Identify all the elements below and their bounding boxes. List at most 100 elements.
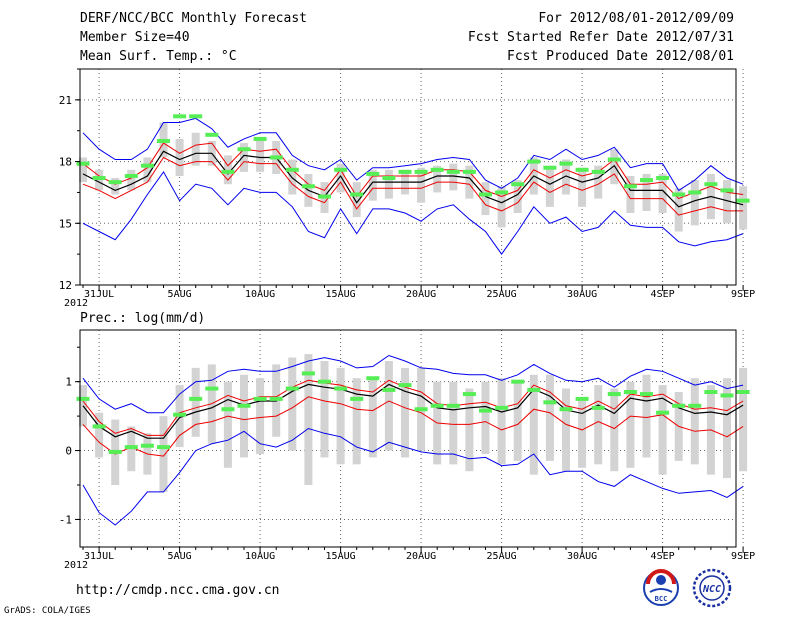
panel1-observation-marker — [527, 387, 541, 392]
panel0-observation-marker — [173, 114, 187, 119]
panel0-year-label: 2012 — [64, 298, 88, 309]
panel0-xtick-label: 5AUG — [168, 289, 192, 300]
panel1-spread-box — [497, 378, 506, 465]
bcc-logo-text: BCC — [655, 595, 668, 603]
panel1-xtick-label: 4SEP — [651, 551, 675, 562]
panel1-observation-marker — [623, 390, 637, 394]
panel0-xtick-label: 10AUG — [245, 289, 275, 300]
panel0-observation-marker — [414, 169, 428, 174]
panel0-spread-box — [449, 163, 458, 191]
panel1-observation-marker — [221, 407, 235, 412]
panel1-xtick-label: 31JUL — [84, 551, 114, 562]
panel1-observation-marker — [575, 396, 589, 401]
panel1-observation-marker — [366, 376, 380, 381]
panel1-observation-marker — [285, 386, 299, 391]
panel0-spread-box — [143, 157, 152, 183]
panel0-observation-marker — [366, 171, 380, 176]
panel1-observation-marker — [543, 400, 557, 405]
panel0-spread-box — [191, 132, 200, 166]
panel1-observation-marker — [479, 408, 492, 413]
panel1-spread-box — [562, 388, 570, 472]
panel0-xtick-label: 9SEP — [731, 289, 755, 300]
panel0-spread-box — [79, 157, 87, 183]
panel0-observation-marker — [430, 167, 444, 172]
panel1-observation-marker — [446, 403, 460, 408]
panel1-spread-box — [352, 378, 361, 465]
panel0-observation-marker — [704, 182, 718, 187]
panel1-observation-marker — [108, 449, 122, 454]
panel0-observation-marker — [623, 184, 637, 189]
panel1-observation-marker — [398, 383, 412, 388]
panel1-spread-box — [320, 361, 329, 458]
panel0-spread-box — [465, 165, 474, 199]
panel0-xtick-label: 25AUG — [487, 289, 517, 300]
panel0-observation-marker — [656, 176, 670, 181]
panel1-xtick-label: 5AUG — [168, 551, 192, 562]
panel0-spread-box — [545, 165, 554, 207]
panel1-spread-box — [610, 388, 619, 472]
panel1-spread-box — [304, 354, 313, 485]
panel1-observation-marker — [607, 392, 621, 397]
panel0-observation-marker — [640, 178, 653, 183]
panel1-spread-box — [513, 381, 522, 461]
panel1-spread-box — [626, 381, 635, 468]
panel0-spread-box — [497, 186, 506, 228]
panel1-spread-box — [79, 385, 87, 427]
panel0-spread-box — [95, 169, 104, 191]
panel0-spread-box — [417, 167, 426, 203]
panel0-observation-marker — [205, 132, 219, 137]
panel0-spread-box — [642, 173, 651, 211]
panel0-spread-box — [111, 178, 120, 195]
panel0-spread-box — [336, 163, 345, 193]
panel0-observation-marker — [92, 176, 106, 181]
panel1-xtick-label: 9SEP — [731, 551, 755, 562]
panel1-observation-marker — [237, 403, 251, 408]
panel0-series-upper — [82, 142, 744, 200]
forecast-period: For 2012/08/01-2012/09/09 — [538, 11, 734, 26]
member-size: Member Size=40 — [80, 30, 190, 45]
panel1-spread-box — [658, 385, 667, 475]
panel0-series-min — [82, 170, 744, 255]
panel0-spread-box — [352, 182, 361, 218]
panel0-observation-marker — [559, 161, 573, 166]
panel1-observation-marker — [140, 443, 154, 448]
panel1-spread-box — [384, 361, 393, 451]
panel1-spread-box — [191, 367, 200, 437]
panel0-spread-box — [288, 159, 297, 195]
panel0-xtick-label: 15AUG — [326, 289, 356, 300]
panel0-observation-marker — [318, 194, 331, 199]
panel1-observation-marker — [76, 396, 90, 401]
panel1-xtick-label: 15AUG — [326, 551, 356, 562]
panel1-year-label: 2012 — [64, 560, 88, 571]
panel0-spread-box — [578, 167, 587, 207]
source-url[interactable]: http://cmdp.ncc.cma.gov.cn — [76, 583, 280, 598]
panel0-spread-box — [433, 165, 442, 193]
panel0-observation-marker — [607, 157, 621, 162]
ncc-logo-text: NCC — [702, 584, 721, 595]
panel0-observation-marker — [140, 163, 154, 168]
panel0-series-mean — [82, 150, 744, 208]
panel1-ytick-label: 0 — [65, 445, 72, 458]
variable-label-prec: Prec.: log(mm/d) — [80, 311, 205, 326]
panel0-series-max — [82, 117, 744, 192]
panel1-xtick-label: 10AUG — [245, 551, 275, 562]
panel1-observation-marker — [189, 396, 203, 401]
panel1-observation-marker — [92, 424, 106, 429]
panel1-spread-box — [545, 374, 554, 461]
panel0-spread-box — [256, 136, 265, 172]
panel1-observation-marker — [704, 390, 718, 394]
panel0-spread-box — [594, 165, 603, 199]
panel1-observation-marker — [318, 379, 331, 384]
panel1-ytick-label: 1 — [65, 376, 72, 389]
panel0-observation-marker — [543, 165, 557, 170]
panel0-observation-marker — [334, 167, 348, 172]
panel0-observation-marker — [253, 136, 267, 141]
panel0-observation-marker — [398, 169, 412, 174]
panel1-observation-marker — [495, 405, 509, 410]
panel0-spread-box — [127, 169, 136, 191]
panel0-xtick-label: 31JUL — [84, 289, 114, 300]
panel0-observation-marker — [527, 159, 541, 164]
panel0-observation-marker — [736, 198, 750, 203]
panel1-spread-box — [594, 385, 603, 465]
panel1-xtick-label: 20AUG — [406, 551, 436, 562]
